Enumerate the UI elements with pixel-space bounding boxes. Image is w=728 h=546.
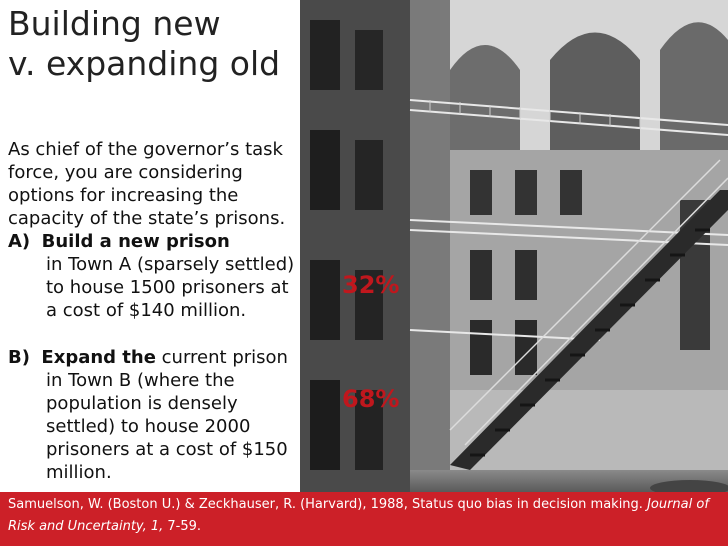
option-b-heading: B) Expand the current prison [8, 346, 288, 369]
citation-line-2: Risk and Uncertainty, 1, 7-59. [8, 516, 720, 538]
citation-line-1: Samuelson, W. (Boston U.) & Zeckhauser, … [8, 494, 720, 516]
citation-authors: Samuelson, W. (Boston U.) & Zeckhauser, … [8, 497, 648, 512]
option-a-marker: A) [8, 231, 31, 252]
option-b-marker: B) [8, 347, 30, 368]
citation-journal-2: Risk and Uncertainty, 1, [8, 519, 164, 534]
option-a-line-4: a cost of $140 million. [46, 300, 247, 321]
intro-line-3: options for increasing the [8, 185, 239, 206]
title-line-1: Building new [8, 4, 221, 43]
prison-interior-image [300, 0, 728, 492]
intro-paragraph: As chief of the governor’s task force, y… [8, 138, 328, 230]
intro-line-4: capacity of the state’s prisons. [8, 208, 286, 229]
intro-line-2: force, you are considering [8, 162, 243, 183]
slide-title: Building new v. expanding old [8, 4, 298, 84]
intro-line-1: As chief of the governor’s task [8, 139, 283, 160]
option-b-line-2: in Town B (where the [46, 370, 235, 391]
option-a-bold: Build a new prison [41, 231, 230, 252]
option-b: B) Expand the current prison in Town B (… [8, 346, 288, 484]
option-a-percent: 32% [342, 271, 400, 299]
option-b-bold: Expand the [41, 347, 156, 368]
option-b-line-6: million. [46, 462, 112, 483]
citation-pages: 7-59. [163, 519, 202, 534]
option-b-rest: current prison [155, 347, 288, 368]
prison-interior-photo [300, 0, 728, 492]
option-b-line-4: settled) to house 2000 [46, 416, 251, 437]
option-b-line-5: prisoners at a cost of $150 [46, 439, 288, 460]
option-a: A) Build a new prison in Town A (sparsel… [8, 230, 294, 322]
option-a-heading: A) Build a new prison [8, 230, 294, 253]
citation-journal-1: Journal of [647, 497, 709, 512]
title-line-2: v. expanding old [8, 44, 281, 83]
option-b-line-3: population is densely [46, 393, 238, 414]
option-b-percent: 68% [342, 385, 400, 413]
option-a-line-2: in Town A (sparsely settled) [46, 254, 295, 275]
citation-footer: Samuelson, W. (Boston U.) & Zeckhauser, … [0, 492, 728, 546]
option-a-line-3: to house 1500 prisoners at [46, 277, 289, 298]
